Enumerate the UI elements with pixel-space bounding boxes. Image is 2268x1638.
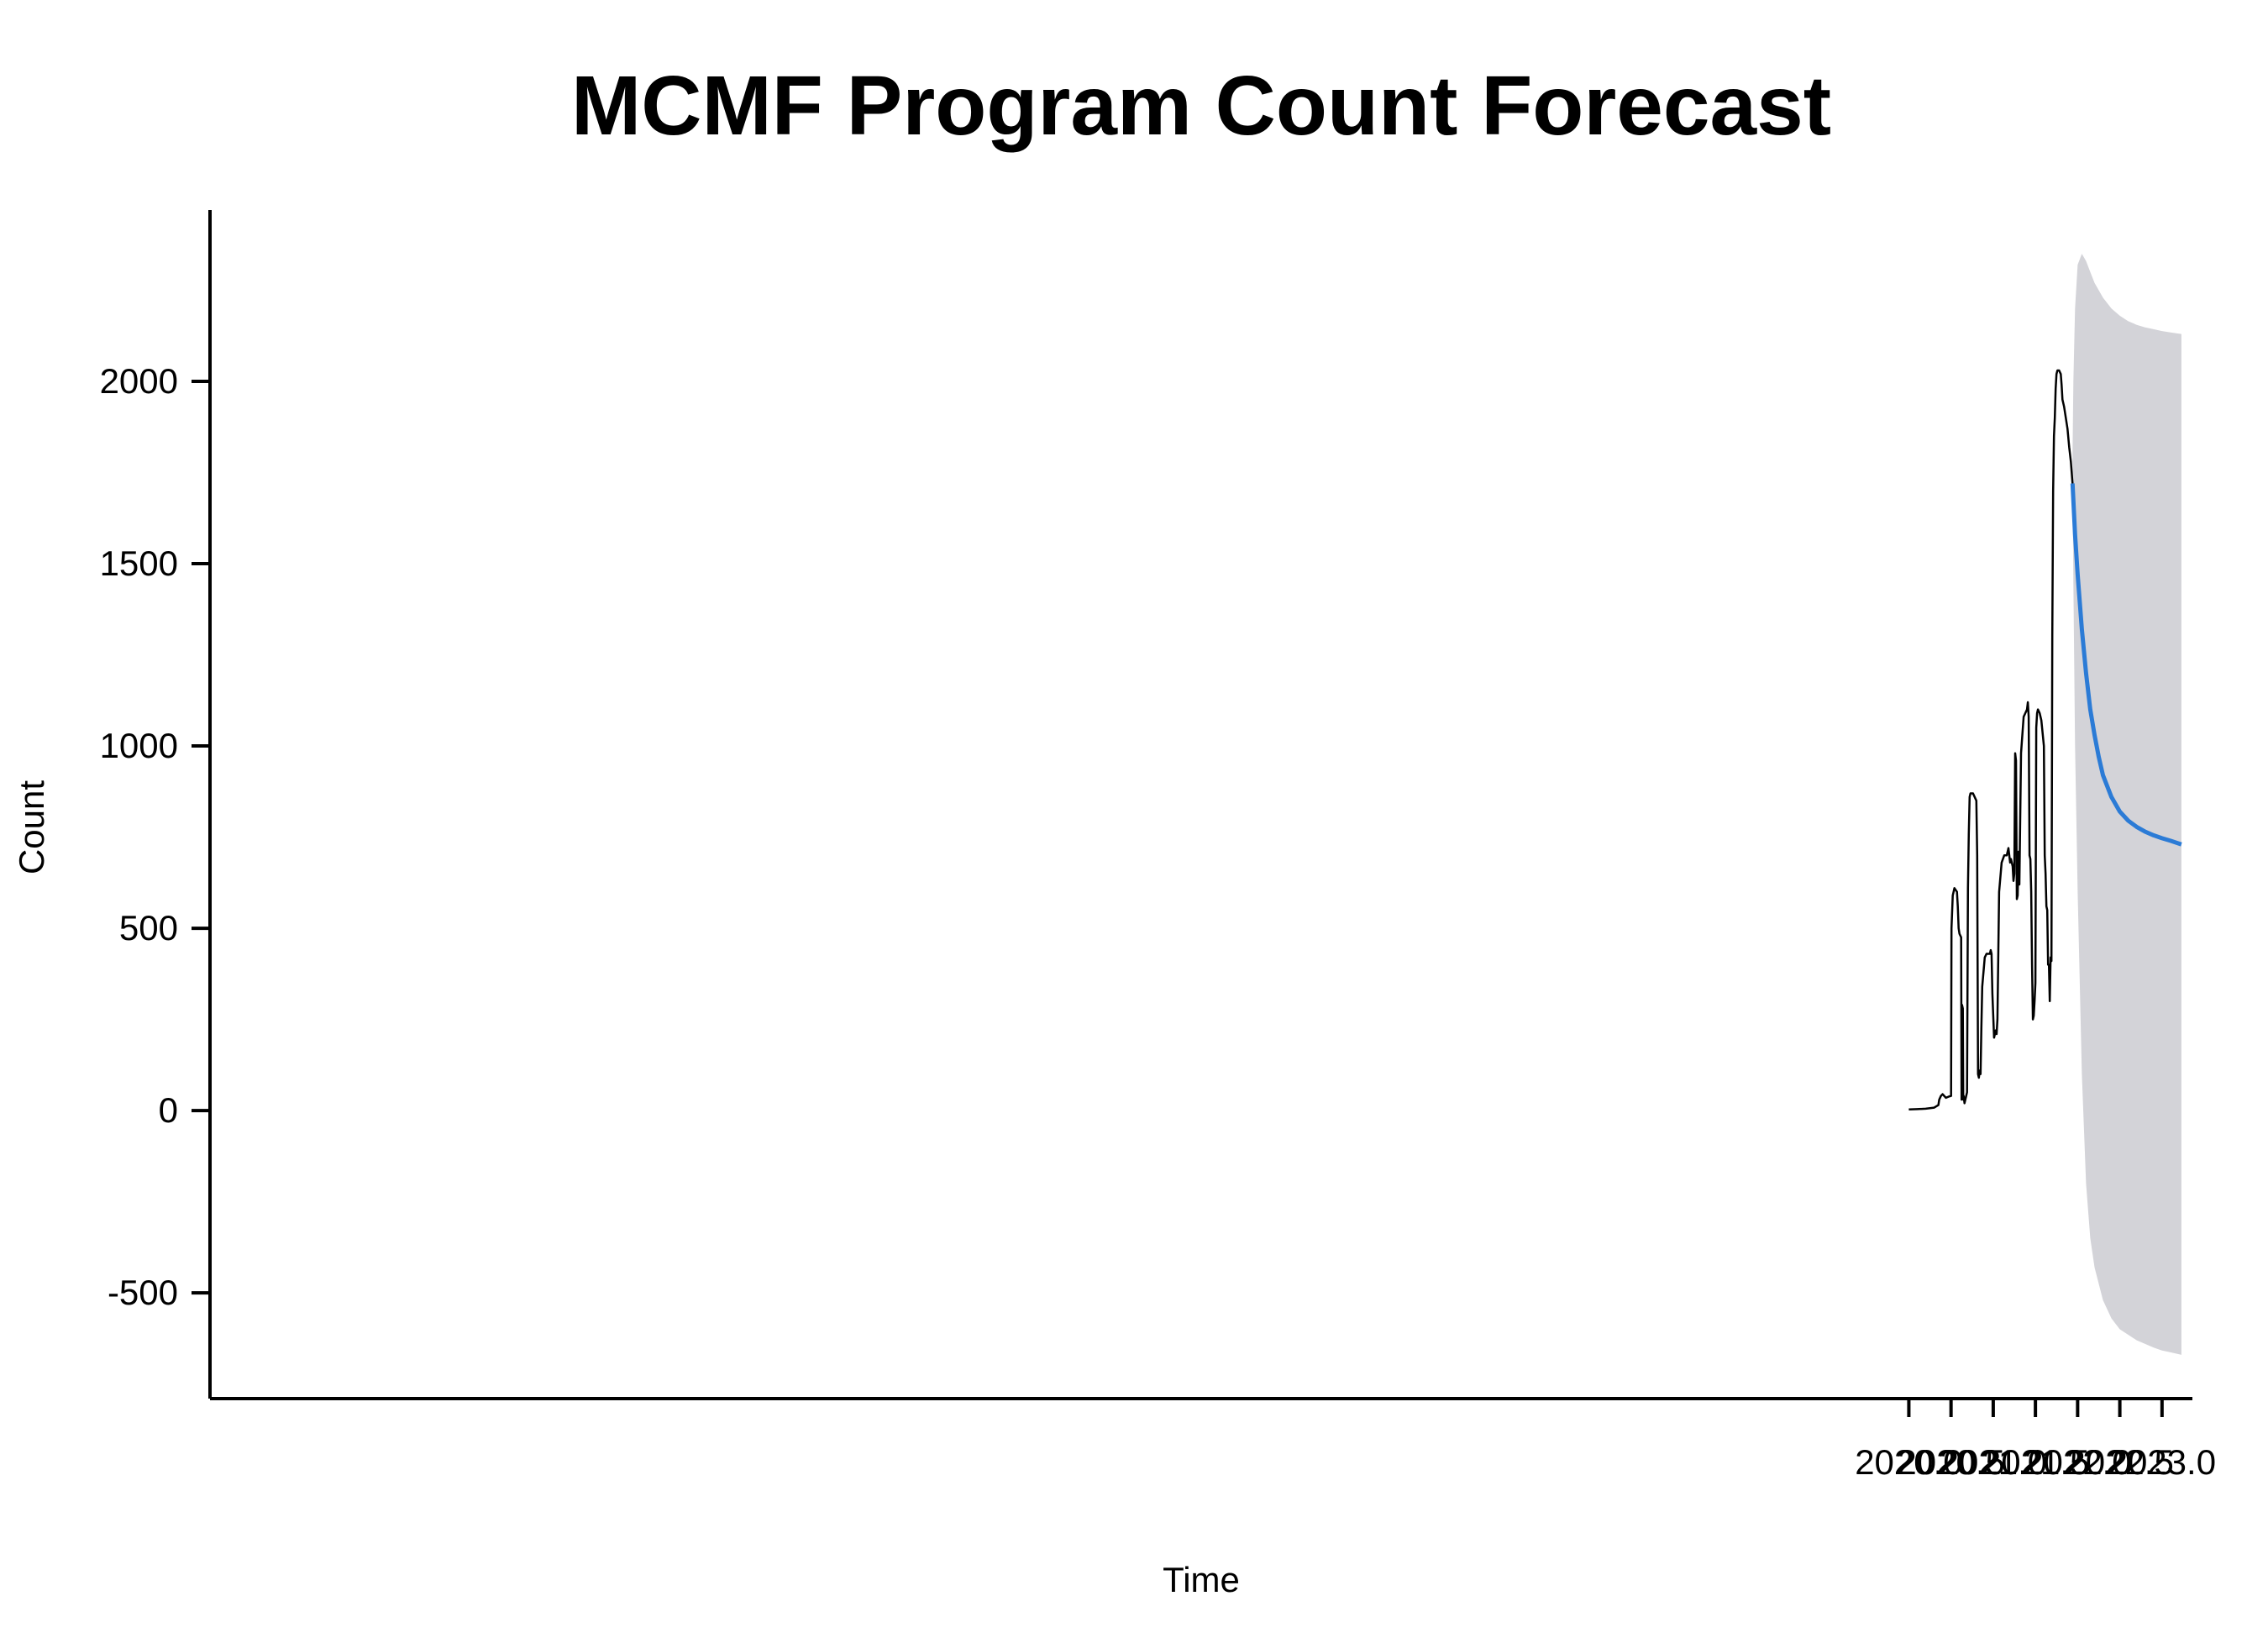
history-line-layer: [1908, 369, 2074, 1111]
prediction-interval-band: [2072, 254, 2181, 1355]
x-tick-label: 2020.0: [1855, 1442, 1962, 1482]
forecast-line-layer: [2070, 483, 2182, 847]
x-tick-label: 2021.0: [1940, 1442, 2047, 1482]
x-tick-label: 2020.5: [1897, 1442, 2004, 1482]
prediction-interval-layer: [2072, 254, 2181, 1355]
y-tick-label: -500: [108, 1273, 178, 1312]
x-tick-label: 2022.0: [2024, 1442, 2131, 1482]
x-tick-label: 2021.5: [1982, 1442, 2089, 1482]
y-axis-label: Count: [12, 780, 51, 874]
x-axis-label: Time: [1163, 1560, 1240, 1599]
y-tick-label: 1500: [100, 543, 178, 583]
forecast-series-line: [2070, 483, 2182, 847]
y-tick-label: 2000: [100, 361, 178, 401]
y-tick-label: 1000: [100, 726, 178, 765]
x-tick-label: 2023.0: [2108, 1442, 2216, 1482]
y-tick-label: 500: [119, 908, 178, 948]
axes-layer: 2020.02020.52021.02021.52022.02022.52023…: [100, 210, 2216, 1482]
y-tick-label: 0: [159, 1090, 178, 1130]
history-series-line: [1908, 369, 2074, 1111]
chart-title: MCMF Program Count Forecast: [571, 59, 1831, 153]
x-tick-label: 2022.5: [2066, 1442, 2173, 1482]
